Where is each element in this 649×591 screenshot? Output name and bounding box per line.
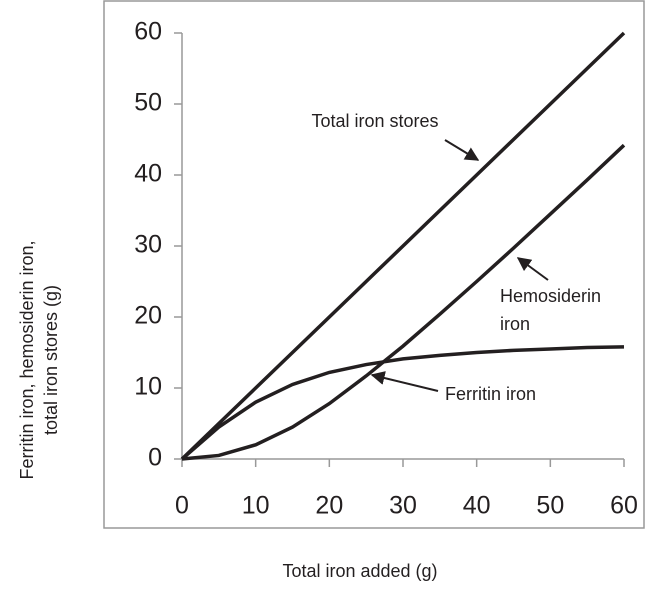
x-tick-label: 50 <box>536 492 564 520</box>
y-tick-label: 40 <box>134 160 162 188</box>
line-series <box>181 143 626 461</box>
y-tick-label: 10 <box>134 373 162 401</box>
y-axis-label: total iron stores (g) <box>41 285 61 435</box>
annotation-arrow <box>444 139 480 161</box>
annotation: Hemosiderin <box>500 286 601 306</box>
x-tick-label: 60 <box>610 492 638 520</box>
x-tick-label: 10 <box>242 492 270 520</box>
annotation: Ferritin iron <box>445 384 536 404</box>
line-series <box>180 345 625 461</box>
x-tick-label: 40 <box>463 492 491 520</box>
annotation-arrow <box>516 257 549 281</box>
y-tick-label: 20 <box>134 302 162 330</box>
y-tick-label: 50 <box>134 89 162 117</box>
y-tick-label: 30 <box>134 231 162 259</box>
x-tick-label: 0 <box>175 492 189 520</box>
y-tick-label: 60 <box>134 18 162 46</box>
y-axis-label: Ferritin iron, hemosiderin iron, <box>17 240 37 479</box>
y-tick-label: 0 <box>148 444 162 472</box>
frame <box>103 0 645 529</box>
x-axis-label: Total iron added (g) <box>282 561 437 581</box>
annotation: iron <box>500 314 530 334</box>
annotation: Total iron stores <box>311 111 438 131</box>
x-tick-label: 30 <box>389 492 417 520</box>
annotation-arrow <box>370 371 439 392</box>
line-series <box>180 31 626 461</box>
x-tick-label: 20 <box>315 492 343 520</box>
